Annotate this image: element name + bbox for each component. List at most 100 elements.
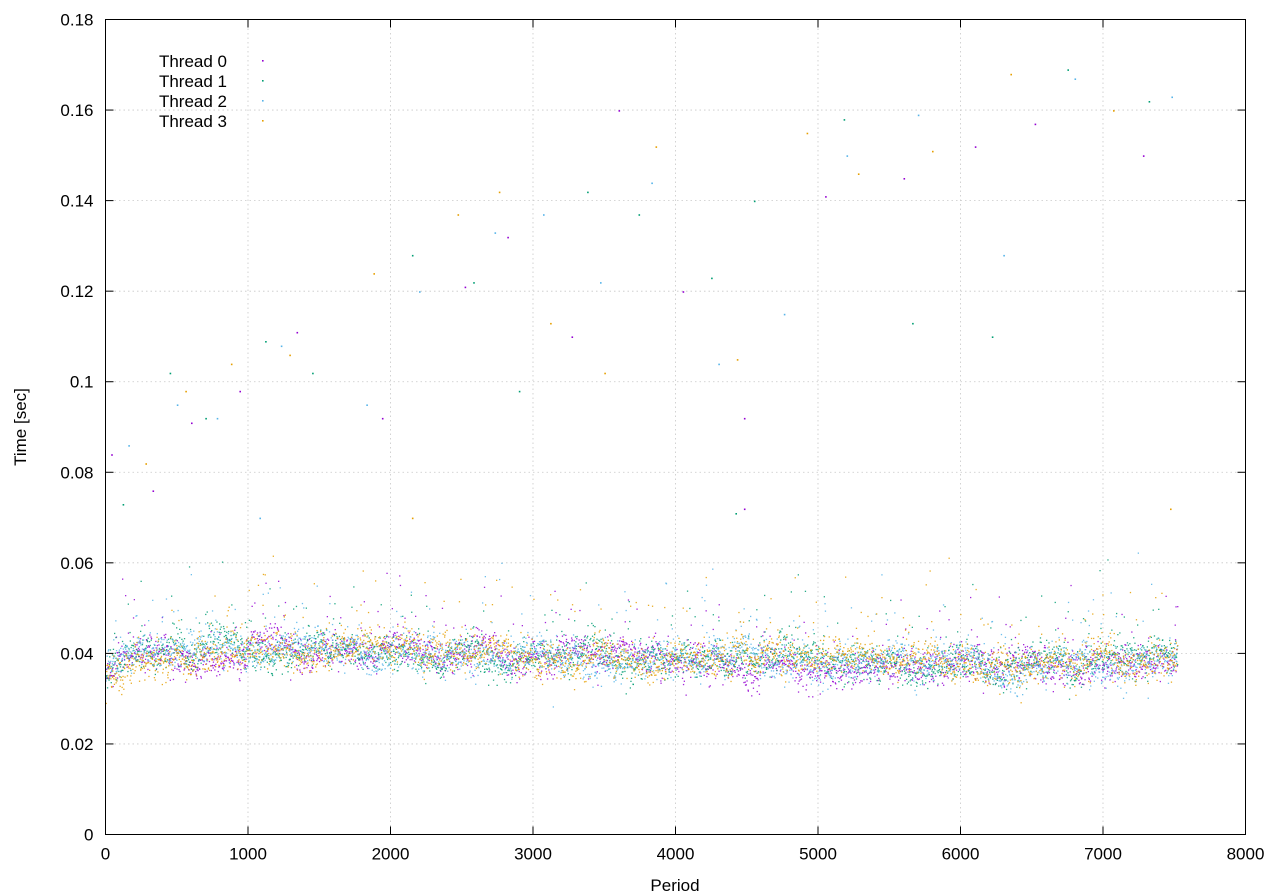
data-point [174,649,176,651]
data-point [1010,638,1013,641]
data-point [169,658,171,660]
data-point [704,655,707,658]
data-point [692,659,694,661]
data-point [589,639,591,641]
data-point [227,657,230,659]
data-point [637,660,639,662]
data-point [692,661,694,663]
data-point [436,668,438,670]
data-point [154,661,156,663]
data-point [1043,647,1046,649]
data-point [133,599,135,601]
data-point [458,652,460,654]
data-point [515,674,517,677]
data-point [1067,668,1069,670]
data-point [1046,655,1048,657]
data-point [907,681,910,683]
data-point [168,663,171,665]
data-point [359,659,361,661]
data-point [952,669,954,671]
data-point [435,662,437,664]
data-point [750,674,752,676]
data-point [1115,647,1117,649]
data-point [995,657,998,659]
data-point [770,666,773,668]
data-point [813,641,815,643]
data-point [513,647,515,649]
data-point [1000,647,1002,649]
data-point [863,666,865,669]
data-point [890,599,892,602]
data-point [802,659,804,661]
data-point [1076,678,1078,680]
data-point [1005,623,1007,626]
data-point [426,605,428,607]
data-point [545,640,547,642]
data-point [184,663,186,665]
data-point [489,660,491,662]
data-point [463,643,465,646]
data-point [263,632,265,634]
data-point [878,679,881,681]
data-point [527,658,529,660]
data-point [725,671,727,673]
data-point [1147,666,1149,668]
data-point [1025,652,1028,654]
data-point [706,655,708,658]
data-point [144,624,146,626]
data-point [654,662,656,664]
data-point [1156,638,1158,640]
data-point [497,640,499,642]
data-point [220,632,222,634]
data-point [860,680,862,682]
data-point [393,650,395,653]
data-point [279,653,281,655]
data-point [913,667,915,669]
data-point [482,638,485,640]
data-point [858,660,861,662]
data-point [710,658,712,660]
data-point [266,661,268,663]
data-point [556,666,558,668]
data-point [146,650,148,652]
data-point [299,671,301,673]
data-point [213,659,215,661]
data-point [839,667,841,669]
data-point [317,631,319,633]
data-point [396,663,398,665]
data-point [181,638,183,640]
data-point [990,627,992,629]
data-point [273,647,275,649]
data-point [329,595,331,598]
data-point [1147,650,1149,652]
data-point [731,641,734,644]
data-point [604,652,606,654]
data-point [981,655,983,657]
data-point [198,622,201,624]
data-point [662,662,665,664]
data-point [863,678,865,681]
data-point [482,651,484,653]
data-point [961,658,963,660]
data-point [513,651,516,653]
data-point [656,645,659,647]
data-point [807,651,809,654]
data-point [789,667,792,669]
data-point [1130,665,1132,667]
data-point [195,666,197,669]
data-point [917,668,919,670]
data-point [621,640,623,642]
data-point [421,661,424,663]
data-point [1059,645,1061,647]
data-point [603,659,605,661]
data-point [1065,661,1068,663]
data-point [1031,656,1033,658]
data-point [179,643,182,645]
data-point [782,663,784,665]
data-point [648,666,650,668]
data-point [615,649,617,652]
data-point [273,631,275,634]
data-point [160,652,162,654]
data-point [278,580,280,582]
data-point [941,652,943,654]
